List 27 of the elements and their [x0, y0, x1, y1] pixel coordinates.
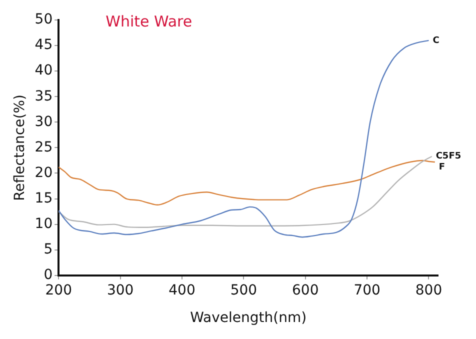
y-tick-label: 45: [34, 37, 53, 54]
series-label: C: [432, 36, 440, 46]
y-tick-label: 50: [34, 12, 53, 28]
series-label: C5F5: [436, 152, 462, 162]
line-series: [58, 156, 432, 228]
line-series: [58, 160, 436, 206]
x-tick-label: 700: [354, 282, 380, 298]
y-tick-label: 20: [34, 164, 53, 181]
x-tick-label: 600: [292, 282, 319, 298]
y-tick-label: 40: [34, 62, 53, 79]
x-tick-label: 200: [45, 282, 72, 298]
line-series: [58, 40, 430, 238]
y-tick-label: 5: [44, 242, 53, 258]
y-tick-label: 30: [34, 114, 53, 130]
x-tick-label: 500: [230, 282, 258, 298]
x-tick-label: 800: [415, 282, 442, 298]
y-tick-label: 15: [34, 190, 53, 206]
x-tick-label: 300: [106, 282, 134, 298]
x-axis-title: Wavelength(nm): [190, 310, 307, 326]
x-tick-label: 400: [168, 282, 196, 298]
y-axis-title: Reflectance(%): [12, 94, 28, 201]
y-tick-label: 35: [34, 88, 53, 104]
y-tick-label: 25: [34, 139, 53, 156]
chart-title: White Ware: [106, 12, 192, 30]
y-tick-label: 0: [44, 267, 53, 284]
series-label: F: [438, 162, 446, 173]
y-tick-label: 10: [34, 216, 53, 232]
